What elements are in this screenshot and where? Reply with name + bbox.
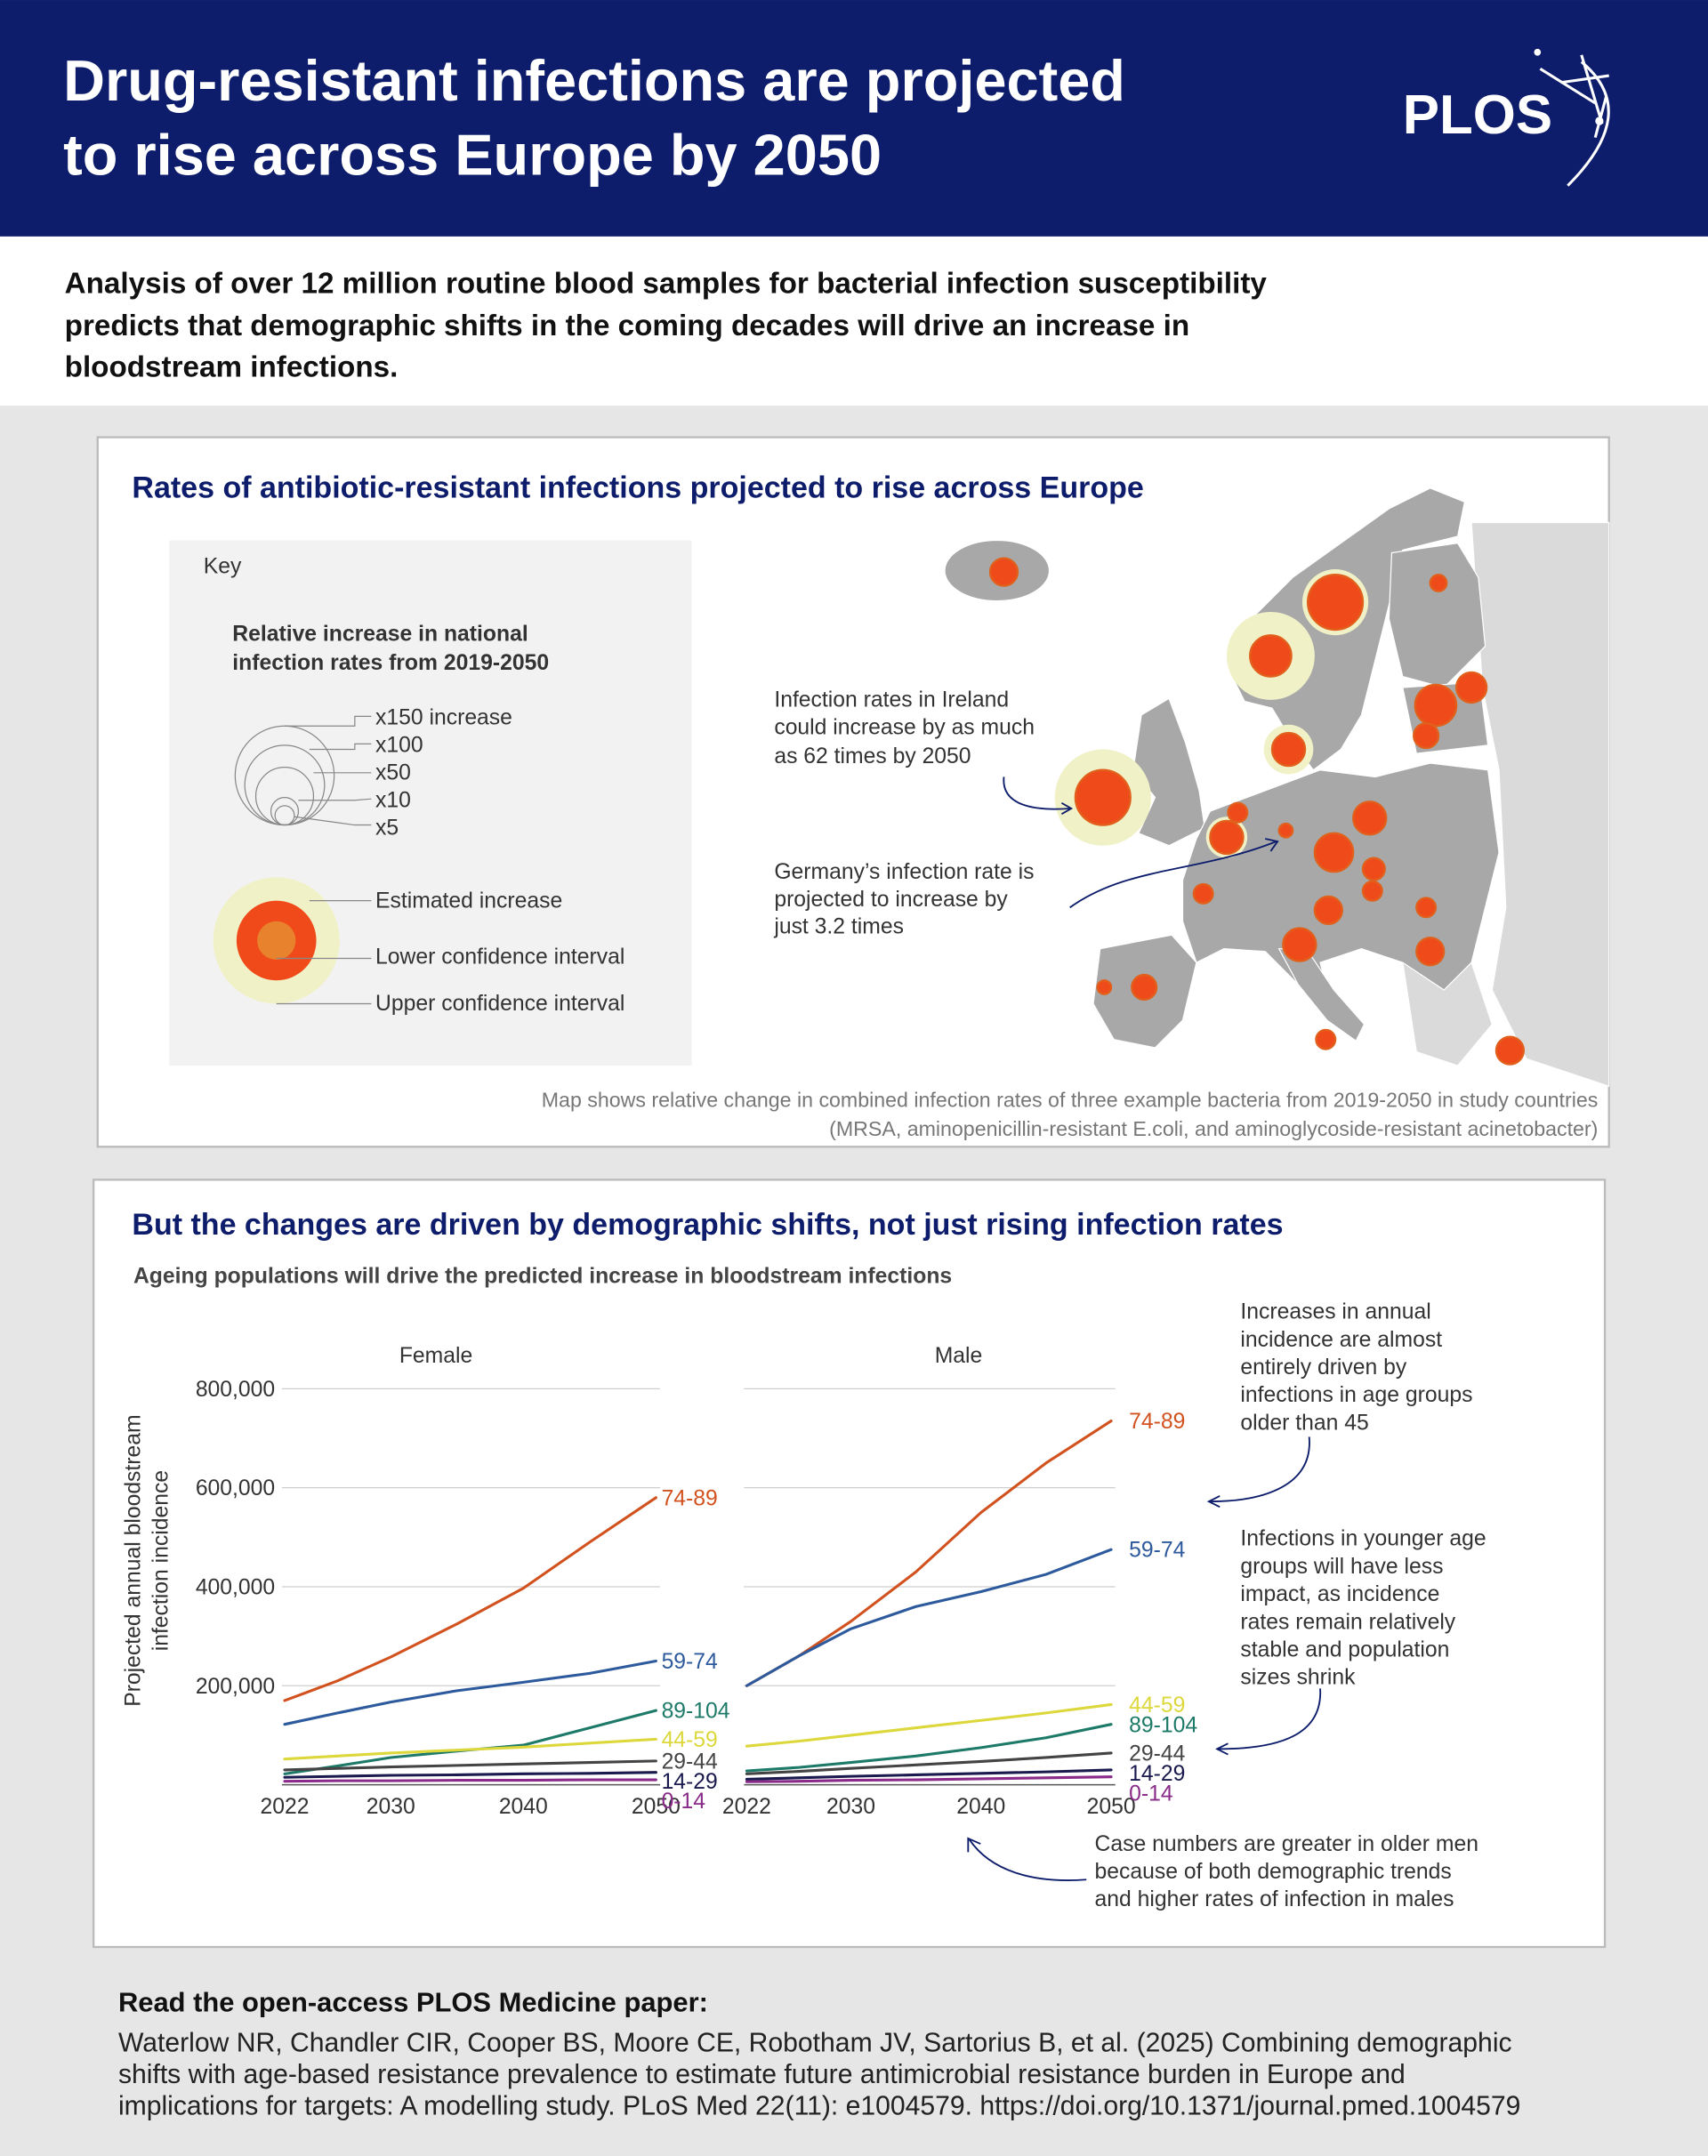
chart-annotation: groups will have less — [1240, 1555, 1443, 1579]
x-tick-label: 2022 — [261, 1795, 310, 1819]
chart-panel — [92, 1179, 1607, 1949]
map-annotation: projected to increase by — [774, 888, 1008, 912]
x-tick-label: 2040 — [956, 1795, 1005, 1819]
citation-line: shifts with age-based resistance prevale… — [118, 2060, 1406, 2089]
chart-annotation: incidence are almost — [1240, 1328, 1442, 1352]
map-annotation: just 3.2 times — [773, 915, 904, 939]
panel-title: Rates of antibiotic-resistant infections… — [132, 471, 1143, 505]
logo: PLOS — [1403, 48, 1610, 187]
citation-line: implications for targets: A modelling st… — [118, 2092, 1520, 2121]
size-label: x5 — [375, 816, 399, 840]
series-line — [283, 1737, 657, 1761]
x-tick-label: 2030 — [826, 1795, 875, 1819]
series-label: 74-89 — [1129, 1410, 1185, 1434]
chart-annotation: rates remain relatively — [1240, 1610, 1455, 1634]
intro-line: predicts that demographic shifts in the … — [65, 310, 1190, 342]
y-tick-label: 400,000 — [196, 1575, 275, 1599]
y-axis-title: Projected annual bloodstream — [122, 1414, 146, 1706]
intro-line: Analysis of over 12 million routine bloo… — [65, 267, 1268, 300]
series-label: 74-89 — [662, 1486, 718, 1510]
series-line — [745, 1548, 1113, 1687]
map-caption: Map shows relative change in combined in… — [542, 1088, 1599, 1111]
marker-label: Estimated increase — [375, 889, 562, 913]
y-tick-label: 600,000 — [196, 1476, 275, 1500]
map-caption: (MRSA, aminopenicillin-resistant E.coli,… — [829, 1117, 1598, 1140]
chart-annotation: because of both demographic trends — [1095, 1860, 1452, 1884]
series-line — [745, 1751, 1113, 1775]
header-band — [0, 0, 1708, 237]
y-tick-label: 200,000 — [196, 1675, 275, 1699]
series-label: 89-104 — [1129, 1713, 1197, 1737]
marker-key — [213, 877, 372, 1005]
chart-annotation: Case numbers are greater in older men — [1095, 1832, 1478, 1856]
series-line — [745, 1775, 1113, 1783]
marker-label: Lower confidence interval — [375, 945, 624, 969]
chart-annotation: Increases in annual — [1240, 1300, 1430, 1324]
size-label: x100 — [375, 734, 423, 758]
x-tick-label: 2040 — [499, 1795, 548, 1819]
series-label: 29-44 — [662, 1750, 718, 1774]
series-label: 89-104 — [662, 1700, 730, 1724]
footer-heading: Read the open-access PLOS Medicine paper… — [118, 1987, 708, 2018]
key-heading: Key — [204, 555, 242, 579]
series-label: 0-14 — [662, 1790, 706, 1814]
series-line — [745, 1768, 1113, 1782]
series-line — [283, 1778, 657, 1783]
series-line — [283, 1496, 657, 1702]
chart-annotation: impact, as incidence — [1240, 1582, 1439, 1606]
series-label: 14-29 — [662, 1770, 718, 1794]
series-line — [745, 1702, 1113, 1748]
title-line: to rise across Europe by 2050 — [63, 122, 882, 187]
series-label: 29-44 — [1129, 1742, 1185, 1766]
chart-annotation: stable and population — [1240, 1638, 1449, 1662]
size-label: x50 — [375, 761, 411, 785]
x-tick-label: 2050 — [1087, 1795, 1136, 1819]
series-label: 44-59 — [1129, 1693, 1185, 1718]
size-label: x10 — [375, 788, 411, 812]
chart-annotation: Infections in younger age — [1240, 1527, 1486, 1551]
chart-annotation: entirely driven by — [1240, 1356, 1406, 1380]
y-tick-label: 800,000 — [196, 1378, 275, 1402]
map-annotation: Infection rates in Ireland — [774, 688, 1009, 712]
map-bubbles — [988, 557, 1526, 1066]
series-line — [283, 1659, 657, 1726]
chart-arrows — [967, 1436, 1321, 1881]
x-tick-label: 2030 — [367, 1795, 415, 1819]
series-line — [283, 1759, 657, 1772]
series-label: 59-74 — [662, 1650, 718, 1674]
chart-title: Female — [399, 1344, 472, 1368]
panel-title: But the changes are driven by demographi… — [132, 1208, 1283, 1242]
series-label: 44-59 — [662, 1728, 718, 1752]
chart-annotation: infections in age groups — [1240, 1383, 1472, 1407]
logo-text: PLOS — [1403, 84, 1552, 146]
size-label: x150 increase — [375, 706, 512, 730]
series-label: 0-14 — [1129, 1782, 1173, 1806]
chart-annotation: and higher rates of infection in males — [1095, 1887, 1454, 1911]
map-annotation: as 62 times by 2050 — [774, 744, 971, 768]
series-line — [283, 1771, 657, 1779]
marker-label: Upper confidence interval — [375, 992, 624, 1016]
y-axis-title: infection incidence — [149, 1470, 173, 1651]
title-line: Drug-resistant infections are projected — [63, 48, 1125, 113]
map-annotation: could increase by as much — [774, 716, 1035, 740]
map-annotation: Germany’s infection rate is — [774, 860, 1034, 884]
x-tick-label: 2022 — [722, 1795, 771, 1819]
series-line — [745, 1723, 1113, 1773]
chart-annotation: sizes shrink — [1240, 1666, 1356, 1690]
intro-line: bloodstream infections. — [65, 351, 399, 384]
chart-title: Male — [935, 1344, 983, 1368]
intro-band — [0, 236, 1708, 406]
annotation-arrows — [1003, 776, 1279, 909]
series-label: 14-29 — [1129, 1762, 1185, 1786]
chart-annotation: older than 45 — [1240, 1411, 1368, 1435]
size-key — [234, 715, 372, 826]
x-tick-label: 2050 — [632, 1795, 681, 1819]
key-subtitle: infection rates from 2019-2050 — [232, 651, 549, 675]
key-subtitle: Relative increase in national — [232, 622, 528, 646]
series-label: 59-74 — [1129, 1539, 1185, 1563]
panel-subtitle: Ageing populations will drive the predic… — [133, 1264, 952, 1288]
citation-line: Waterlow NR, Chandler CIR, Cooper BS, Mo… — [118, 2028, 1512, 2057]
